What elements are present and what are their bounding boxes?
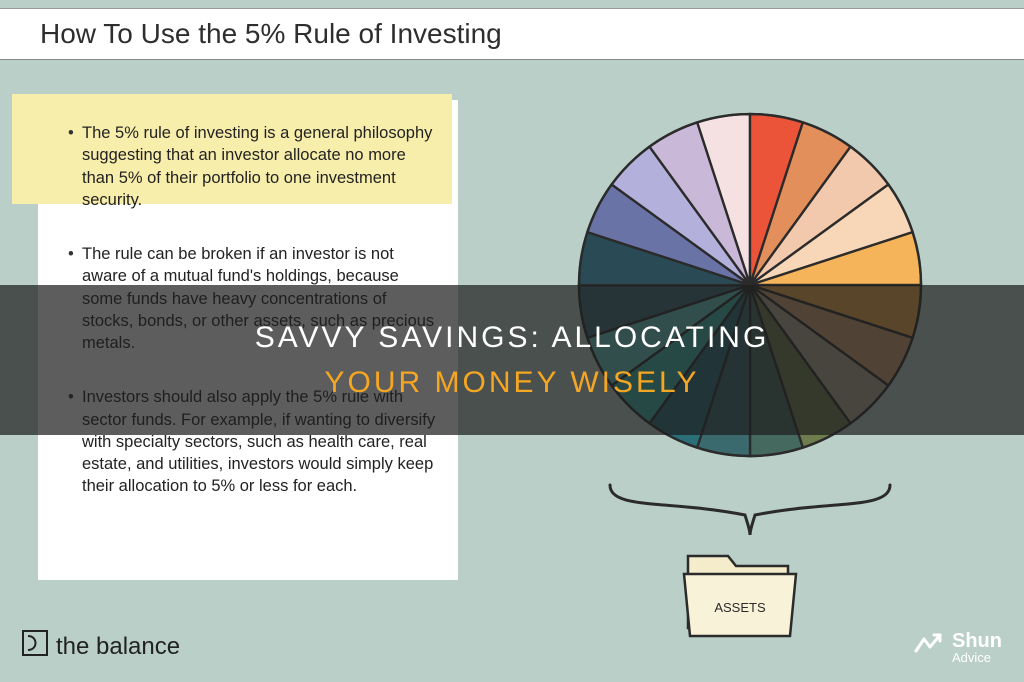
- shun-mark-icon: [912, 629, 944, 666]
- folder-icon: ASSETS: [680, 548, 800, 643]
- overlay-line2: YOUR MONEY WISELY: [325, 360, 700, 405]
- page-root: How To Use the 5% Rule of Investing The …: [0, 0, 1024, 682]
- brand-right-bottom: Advice: [952, 650, 1002, 665]
- bullet-item: The 5% rule of investing is a general ph…: [68, 122, 436, 211]
- brand-left-text: the balance: [56, 633, 180, 661]
- brand-right-top: Shun: [952, 630, 1002, 652]
- page-title: How To Use the 5% Rule of Investing: [40, 18, 502, 50]
- overlay-line1: SAVVY SAVINGS: ALLOCATING: [255, 315, 770, 360]
- brand-right: Shun Advice: [912, 629, 1002, 666]
- curly-brace: [600, 480, 900, 540]
- brand-right-text: Shun Advice: [952, 630, 1002, 665]
- folder-label: ASSETS: [714, 600, 766, 615]
- headline-overlay: SAVVY SAVINGS: ALLOCATING YOUR MONEY WIS…: [0, 285, 1024, 435]
- brand-left: the balance: [20, 628, 180, 666]
- title-banner: How To Use the 5% Rule of Investing: [0, 8, 1024, 60]
- balance-mark-icon: [20, 628, 50, 666]
